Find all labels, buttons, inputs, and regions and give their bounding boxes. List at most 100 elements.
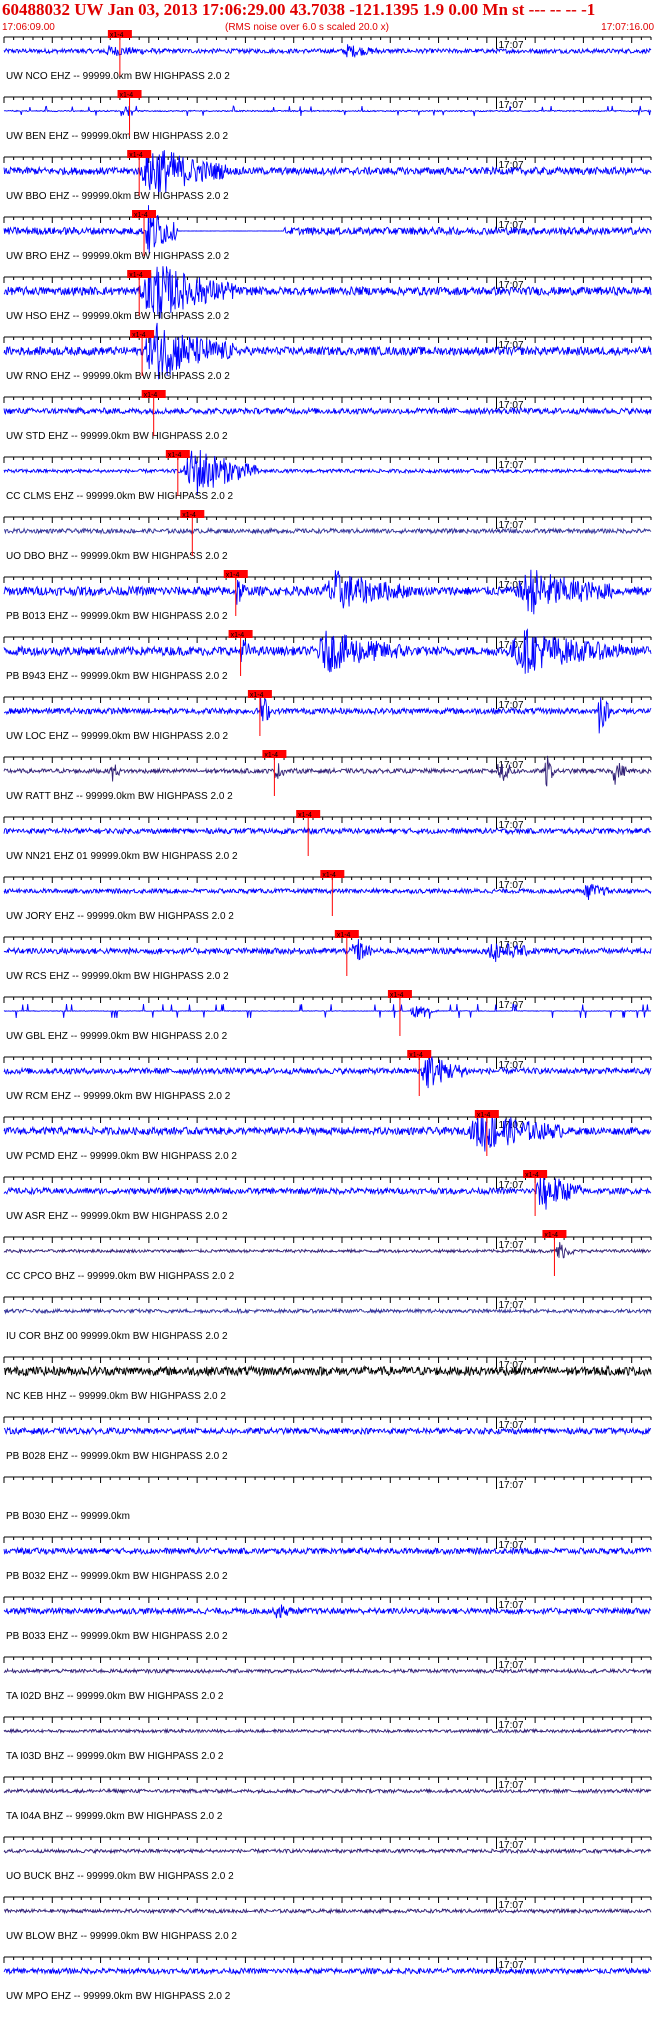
station-label: UW RATT BHZ -- 99999.0km BW HIGHPASS 2.0… bbox=[6, 791, 233, 802]
pick-flag bbox=[132, 210, 157, 218]
station-label: UW RCM EHZ -- 99999.0km BW HIGHPASS 2.0 … bbox=[6, 1091, 231, 1102]
waveform-trace bbox=[3, 105, 652, 117]
waveform-trace bbox=[3, 1667, 652, 1675]
pick-flag bbox=[117, 90, 142, 98]
minute-tick-label: 17:07 bbox=[498, 220, 523, 231]
pick-flag bbox=[107, 30, 132, 38]
start-time-label: 17:06:09.00 bbox=[2, 22, 55, 33]
minute-tick-label: 17:07 bbox=[498, 160, 523, 171]
waveform-trace bbox=[3, 1173, 652, 1210]
minute-tick-label: 17:07 bbox=[498, 880, 523, 891]
waveform-trace bbox=[3, 150, 652, 197]
minute-tick-label: 17:07 bbox=[498, 1240, 523, 1251]
minute-tick-label: 17:07 bbox=[498, 820, 523, 831]
waveform-trace bbox=[3, 1907, 652, 1915]
minute-tick-label: 17:07 bbox=[498, 40, 523, 51]
pick-flag bbox=[141, 390, 166, 398]
waveform-trace bbox=[3, 1114, 652, 1152]
minute-tick-label: 17:07 bbox=[498, 1000, 523, 1011]
minute-tick-label: 17:07 bbox=[498, 1420, 523, 1431]
minute-tick-label: 17:07 bbox=[498, 940, 523, 951]
waveform-trace bbox=[3, 1242, 652, 1259]
minute-tick-label: 17:07 bbox=[498, 1180, 523, 1191]
pick-flag bbox=[228, 630, 253, 638]
pick-flag bbox=[127, 150, 152, 158]
station-label: UW STD EHZ -- 99999.0km BW HIGHPASS 2.0 … bbox=[6, 431, 228, 442]
pick-flag-label: x1-4 bbox=[409, 1052, 423, 1059]
pick-flag bbox=[542, 1230, 567, 1238]
waveform-trace bbox=[3, 1787, 652, 1795]
station-label: NC KEB HHZ -- 99999.0km BW HIGHPASS 2.0 … bbox=[6, 1391, 226, 1402]
pick-flag-label: x1-4 bbox=[129, 152, 143, 159]
station-label: UO DBO BHZ -- 99999.0km BW HIGHPASS 2.0 … bbox=[6, 551, 228, 562]
station-label: UW BBO EHZ -- 99999.0km BW HIGHPASS 2.0 … bbox=[6, 191, 229, 202]
waveform-trace bbox=[3, 628, 652, 674]
pick-flag-label: x1-4 bbox=[337, 932, 351, 939]
pick-flag-label: x1-4 bbox=[544, 1232, 558, 1239]
pick-flag bbox=[523, 1170, 548, 1178]
waveform-trace bbox=[3, 1966, 652, 1976]
minute-tick-label: 17:07 bbox=[498, 340, 523, 351]
pick-flag bbox=[474, 1110, 499, 1118]
minute-tick-label: 17:07 bbox=[498, 1780, 523, 1791]
station-label: PB B032 EHZ -- 99999.0km BW HIGHPASS 2.0… bbox=[6, 1571, 228, 1582]
waveform-trace bbox=[3, 1056, 652, 1089]
pick-flag-label: x1-4 bbox=[525, 1172, 539, 1179]
waveform-trace bbox=[3, 44, 652, 59]
pick-flag-label: x1-4 bbox=[134, 212, 148, 219]
pick-flag-label: x1-4 bbox=[264, 752, 278, 759]
waveform-trace bbox=[3, 1307, 652, 1315]
minute-tick-label: 17:07 bbox=[498, 1900, 523, 1911]
station-label: UW NN21 EHZ 01 99999.0km BW HIGHPASS 2.0… bbox=[6, 851, 238, 862]
pick-flag-label: x1-4 bbox=[129, 272, 143, 279]
station-label: UW NCO EHZ -- 99999.0km BW HIGHPASS 2.0 … bbox=[6, 71, 230, 82]
waveform-trace bbox=[3, 939, 652, 963]
station-label: UW HSO EHZ -- 99999.0km BW HIGHPASS 2.0 … bbox=[6, 311, 230, 322]
minute-tick-label: 17:07 bbox=[498, 1060, 523, 1071]
station-label: UO BUCK BHZ -- 99999.0km BW HIGHPASS 2.0… bbox=[6, 1871, 234, 1882]
end-time-label: 17:07:16.00 bbox=[601, 22, 654, 33]
minute-tick-label: 17:07 bbox=[498, 1840, 523, 1851]
minute-tick-label: 17:07 bbox=[498, 400, 523, 411]
minute-tick-label: 17:07 bbox=[498, 760, 523, 771]
waveform-trace bbox=[3, 755, 652, 787]
minute-tick-label: 17:07 bbox=[498, 460, 523, 471]
pick-flag-label: x1-4 bbox=[231, 632, 245, 639]
pick-flag-label: x1-4 bbox=[182, 512, 196, 519]
minute-tick-label: 17:07 bbox=[498, 1300, 523, 1311]
waveform-trace bbox=[3, 826, 652, 836]
waveform-trace bbox=[3, 205, 652, 254]
plot-header: 60488032 UW Jan 03, 2013 17:06:29.00 43.… bbox=[0, 0, 656, 36]
minute-tick-label: 17:07 bbox=[498, 1660, 523, 1671]
waveform-trace bbox=[3, 1426, 652, 1436]
minute-tick-label: 17:07 bbox=[498, 700, 523, 711]
station-label: PB B943 EHZ -- 99999.0km BW HIGHPASS 2.0… bbox=[6, 671, 228, 682]
station-label: IU COR BHZ 00 99999.0km BW HIGHPASS 2.0 … bbox=[6, 1331, 228, 1342]
pick-flag bbox=[127, 270, 152, 278]
pick-flag bbox=[247, 690, 272, 698]
pick-flag bbox=[180, 510, 205, 518]
minute-tick-label: 17:07 bbox=[498, 1720, 523, 1731]
event-title: 60488032 UW Jan 03, 2013 17:06:29.00 43.… bbox=[2, 0, 596, 19]
waveform-trace bbox=[3, 406, 652, 416]
station-label: UW GBL EHZ -- 99999.0km BW HIGHPASS 2.0 … bbox=[6, 1031, 228, 1042]
pick-flag-label: x1-4 bbox=[132, 332, 146, 339]
waveform-trace bbox=[3, 322, 652, 380]
station-label: PB B028 EHZ -- 99999.0km BW HIGHPASS 2.0… bbox=[6, 1451, 228, 1462]
station-label: PB B030 EHZ -- 99999.0km bbox=[6, 1511, 130, 1522]
pick-flag-label: x1-4 bbox=[168, 452, 182, 459]
station-label: UW ASR EHZ -- 99999.0km BW HIGHPASS 2.0 … bbox=[6, 1211, 228, 1222]
waveform-trace bbox=[3, 1364, 652, 1377]
minute-tick-label: 17:07 bbox=[498, 1600, 523, 1611]
pick-flag bbox=[296, 810, 321, 818]
scaling-note: (RMS noise over 6.0 s scaled 20.0 x) bbox=[225, 22, 389, 33]
minute-tick-label: 17:07 bbox=[498, 580, 523, 591]
station-label: UW PCMD EHZ -- 99999.0km BW HIGHPASS 2.0… bbox=[6, 1151, 237, 1162]
waveform-trace bbox=[3, 1727, 652, 1735]
pick-flag-label: x1-4 bbox=[120, 92, 134, 99]
pick-flag-label: x1-4 bbox=[298, 812, 312, 819]
station-label: CC CLMS EHZ -- 99999.0km BW HIGHPASS 2.0… bbox=[6, 491, 234, 502]
waveform-trace bbox=[3, 696, 652, 734]
minute-tick-label: 17:07 bbox=[498, 280, 523, 291]
